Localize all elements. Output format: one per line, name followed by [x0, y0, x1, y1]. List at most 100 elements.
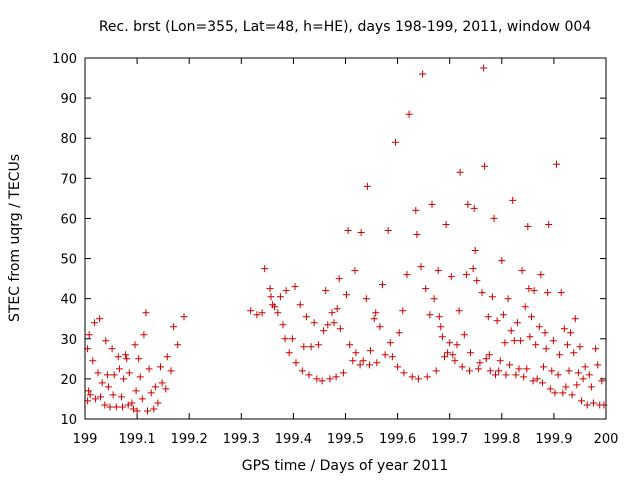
- data-point: [578, 397, 585, 405]
- data-point: [344, 227, 352, 234]
- data-point: [118, 393, 125, 401]
- data-point: [302, 313, 310, 321]
- data-point: [579, 375, 587, 383]
- data-point: [296, 301, 304, 309]
- data-point: [395, 329, 403, 337]
- data-point: [108, 345, 116, 353]
- data-point: [271, 303, 279, 311]
- data-point: [557, 289, 565, 297]
- x-tick-label: 200: [594, 432, 619, 447]
- data-point: [367, 347, 374, 355]
- data-point: [576, 343, 584, 351]
- data-point: [571, 315, 579, 323]
- data-point: [486, 367, 494, 375]
- x-tick-label: 199.1: [118, 432, 155, 447]
- data-point: [324, 321, 332, 329]
- data-point: [544, 289, 552, 297]
- data-point: [266, 285, 274, 293]
- data-point: [109, 391, 117, 399]
- data-point: [408, 373, 416, 381]
- data-point: [537, 271, 545, 279]
- data-point: [310, 319, 318, 327]
- data-point: [485, 351, 493, 359]
- data-point: [442, 221, 450, 228]
- data-point: [261, 265, 269, 273]
- data-point: [417, 263, 425, 271]
- x-tick-label: 199.2: [171, 432, 208, 447]
- data-point: [167, 367, 175, 375]
- data-point: [581, 363, 589, 371]
- data-point: [381, 351, 389, 359]
- data-point: [326, 375, 334, 383]
- data-point: [585, 371, 593, 379]
- data-point: [162, 385, 170, 393]
- data-point: [96, 315, 104, 323]
- data-point: [473, 277, 481, 285]
- data-point: [97, 393, 105, 401]
- data-point: [460, 331, 468, 339]
- data-point: [102, 337, 110, 345]
- data-point: [567, 329, 575, 337]
- x-tick-label: 199.3: [223, 432, 260, 447]
- x-tick-label: 199.5: [327, 432, 364, 447]
- data-point: [399, 307, 407, 315]
- data-point: [119, 403, 126, 411]
- data-point: [435, 313, 443, 321]
- y-tick-label: 50: [60, 253, 77, 268]
- data-point: [538, 379, 546, 387]
- data-point: [333, 305, 341, 313]
- data-point: [540, 363, 547, 371]
- data-point: [499, 311, 507, 319]
- data-point: [170, 323, 178, 331]
- data-point: [320, 327, 328, 335]
- data-point: [279, 321, 287, 329]
- y-tick-label: 10: [60, 413, 77, 428]
- data-point: [451, 357, 459, 365]
- data-point: [362, 295, 370, 303]
- data-point: [471, 247, 479, 254]
- data-point: [339, 369, 347, 377]
- data-point: [590, 399, 597, 407]
- data-point: [430, 295, 438, 303]
- data-point: [428, 200, 436, 208]
- data-point: [351, 267, 359, 275]
- y-axis-title: STEC from uqrg / TECUs: [7, 154, 23, 322]
- data-point: [359, 357, 367, 365]
- y-tick-label: 60: [60, 212, 77, 227]
- data-point: [441, 353, 448, 361]
- data-point: [140, 331, 148, 339]
- data-point: [135, 355, 143, 363]
- data-point: [318, 377, 326, 385]
- data-point: [394, 363, 402, 371]
- data-point: [158, 379, 166, 387]
- data-point: [372, 309, 380, 317]
- data-point: [518, 267, 526, 275]
- data-point: [556, 351, 564, 359]
- data-point: [466, 367, 473, 375]
- data-point: [292, 359, 300, 367]
- data-point: [545, 221, 553, 228]
- data-point: [267, 293, 275, 301]
- plot-frame: [84, 57, 607, 420]
- data-point: [349, 357, 357, 365]
- data-point: [598, 377, 606, 385]
- data-point: [373, 359, 381, 367]
- data-point: [123, 355, 131, 363]
- data-point: [570, 349, 578, 357]
- x-tick-label: 199.8: [483, 432, 520, 447]
- data-point: [412, 206, 420, 214]
- data-point: [523, 365, 531, 373]
- data-point: [419, 70, 427, 78]
- data-point: [94, 369, 102, 377]
- data-point: [554, 371, 562, 379]
- x-tick-label: 199.7: [431, 432, 468, 447]
- data-point: [414, 375, 422, 383]
- data-point: [386, 339, 394, 347]
- data-point: [332, 373, 340, 381]
- data-point: [492, 371, 499, 379]
- data-point: [142, 309, 150, 317]
- data-point: [562, 383, 570, 391]
- data-point: [583, 401, 591, 409]
